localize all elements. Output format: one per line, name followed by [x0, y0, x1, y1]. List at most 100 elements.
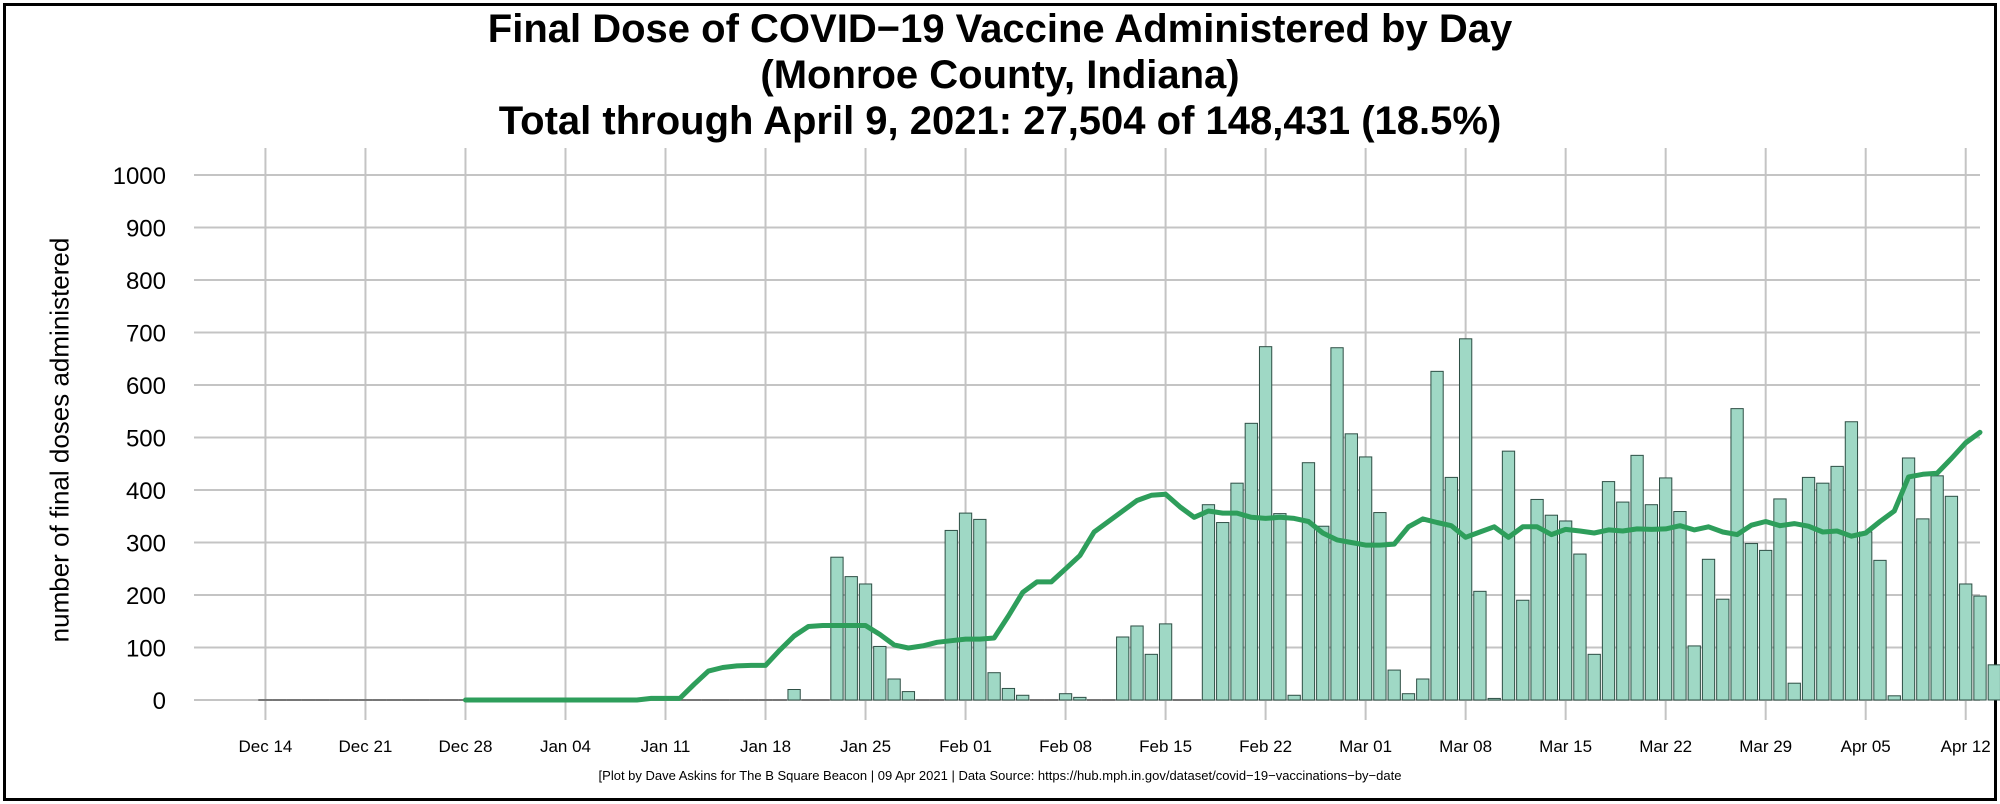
- bar: [1216, 522, 1230, 701]
- y-tick-label: 400: [126, 478, 166, 505]
- bar: [1458, 338, 1473, 701]
- x-tick-label: Jan 18: [740, 737, 791, 756]
- bar: [1501, 450, 1516, 701]
- moving-average-series: [463, 429, 1983, 703]
- x-tick-label: Feb 08: [1039, 737, 1092, 756]
- y-tick-label: 1000: [113, 163, 166, 190]
- bar: [901, 691, 916, 701]
- bar: [1487, 697, 1501, 701]
- bar: [1330, 347, 1344, 701]
- bar: [1387, 669, 1401, 701]
- bar: [1430, 370, 1444, 701]
- bar: [1573, 553, 1587, 701]
- bar: [1730, 408, 1744, 701]
- y-tick-label: 0: [153, 688, 166, 715]
- y-tick-label: 900: [126, 216, 166, 243]
- x-tick-label: Mar 08: [1439, 737, 1492, 756]
- x-tick-label: Dec 21: [339, 737, 393, 756]
- bar: [1887, 695, 1901, 701]
- x-tick-label: Mar 22: [1639, 737, 1692, 756]
- bar: [1659, 477, 1673, 701]
- bar: [1816, 482, 1830, 701]
- bar: [1130, 625, 1144, 701]
- bar: [973, 518, 987, 701]
- bar: [1144, 653, 1158, 701]
- bar: [944, 529, 958, 701]
- bar: [1287, 694, 1301, 701]
- bar: [1559, 520, 1573, 701]
- x-tick-label: Feb 01: [939, 737, 992, 756]
- bar: [858, 583, 873, 701]
- bar: [1001, 687, 1016, 701]
- x-tick-label: Feb 15: [1139, 737, 1192, 756]
- bar: [1116, 636, 1130, 701]
- y-tick-label: 300: [126, 531, 166, 558]
- bar: [830, 556, 844, 701]
- bar: [1787, 682, 1801, 701]
- x-tick-label: Jan 25: [840, 737, 891, 756]
- moving-average-line: [463, 429, 1983, 703]
- bar: [1344, 433, 1358, 701]
- bar: [1473, 590, 1487, 701]
- bar: [1873, 559, 1887, 701]
- bar: [1358, 456, 1373, 701]
- bar: [1244, 422, 1258, 701]
- bar: [1058, 693, 1073, 701]
- bar: [1901, 457, 1916, 701]
- bar: [1016, 694, 1030, 701]
- axis-tick-labels: 0 100 200 300 400 500 600 700 800 900 1000 Dec 14 De…: [113, 163, 1991, 756]
- bar: [987, 672, 1001, 701]
- bar: [1987, 664, 2000, 701]
- bar: [1587, 653, 1601, 701]
- bar: [1759, 549, 1773, 701]
- x-tick-label: Mar 15: [1539, 737, 1592, 756]
- bar: [1544, 514, 1559, 701]
- bar: [1401, 693, 1416, 701]
- bar: [873, 645, 887, 701]
- bar: [1716, 598, 1730, 701]
- bar: [1973, 595, 1987, 701]
- bar: [1230, 482, 1244, 701]
- bar: [1516, 599, 1530, 701]
- bar: [1944, 495, 1959, 701]
- bar: [1916, 518, 1930, 701]
- y-tick-label: 500: [126, 426, 166, 453]
- bar: [1673, 511, 1687, 701]
- y-tick-label: 100: [126, 636, 166, 663]
- bar: [1258, 346, 1273, 701]
- bar: [1601, 481, 1616, 701]
- y-tick-label: 200: [126, 583, 166, 610]
- x-tick-label: Apr 12: [1941, 737, 1991, 756]
- y-tick-label: 700: [126, 321, 166, 348]
- bar: [1830, 465, 1844, 701]
- x-tick-label: Dec 28: [439, 737, 493, 756]
- x-tick-label: Mar 01: [1339, 737, 1392, 756]
- source-caption: [Plot by Dave Askins for The B Square Be…: [598, 768, 1402, 783]
- bar: [1701, 558, 1716, 701]
- bar: [1373, 512, 1387, 701]
- bar-series: [258, 338, 2000, 701]
- bar: [1844, 421, 1859, 701]
- bar: [1201, 504, 1216, 701]
- bar: [1616, 501, 1630, 701]
- bar: [1773, 498, 1787, 701]
- bar: [1158, 623, 1173, 701]
- bar: [1687, 645, 1701, 701]
- bar: [1801, 476, 1816, 701]
- bar: [1273, 513, 1287, 701]
- x-tick-label: Feb 22: [1239, 737, 1292, 756]
- bar: [1959, 583, 1973, 701]
- y-tick-label: 800: [126, 268, 166, 295]
- bar: [1316, 525, 1330, 701]
- x-tick-label: Dec 14: [239, 737, 293, 756]
- x-tick-label: Apr 05: [1841, 737, 1891, 756]
- chart-total-line: Total through April 9, 2021: 27,504 of 1…: [498, 99, 1502, 143]
- bar: [1301, 462, 1316, 701]
- bar: [1644, 504, 1659, 701]
- bar: [844, 576, 858, 701]
- bar: [1416, 678, 1430, 701]
- bar: [887, 678, 901, 701]
- bar: [1444, 476, 1458, 701]
- y-tick-label: 600: [126, 373, 166, 400]
